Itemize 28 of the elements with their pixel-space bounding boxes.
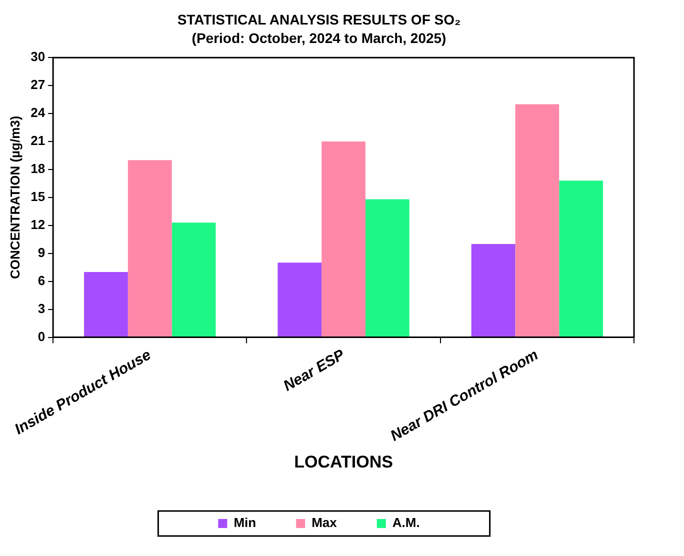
- bar: [128, 160, 172, 337]
- bar: [559, 180, 604, 337]
- y-tick-label: 9: [38, 244, 46, 260]
- bar: [172, 222, 216, 337]
- bar: [84, 272, 128, 337]
- y-tick-label: 27: [30, 77, 46, 92]
- y-tick-label: 3: [38, 300, 46, 316]
- y-tick-label: 24: [30, 105, 46, 120]
- y-tick-label: 6: [38, 272, 46, 288]
- legend-label: Max: [312, 515, 338, 530]
- legend-label: A.M.: [392, 515, 420, 530]
- bar: [278, 262, 322, 337]
- bar: [515, 104, 560, 337]
- y-axis-title: CONCENTRATION (µg/m3): [7, 116, 22, 280]
- x-axis-title: LOCATIONS: [294, 452, 393, 472]
- y-tick-label: 18: [30, 161, 46, 176]
- y-tick-label: 0: [38, 328, 46, 344]
- legend-label: Min: [234, 515, 256, 530]
- bar: [471, 244, 516, 337]
- x-tick-label: Near ESP: [280, 346, 348, 395]
- bar: [322, 142, 366, 337]
- chart-subtitle: (Period: October, 2024 to March, 2025): [192, 30, 446, 46]
- y-tick-label: 21: [30, 133, 46, 148]
- chart-title: STATISTICAL ANALYSIS RESULTS OF SO₂: [177, 11, 461, 28]
- y-tick-label: 12: [30, 216, 46, 232]
- bar: [365, 199, 410, 337]
- y-tick-label: 30: [30, 49, 46, 64]
- y-tick-label: 15: [30, 189, 46, 204]
